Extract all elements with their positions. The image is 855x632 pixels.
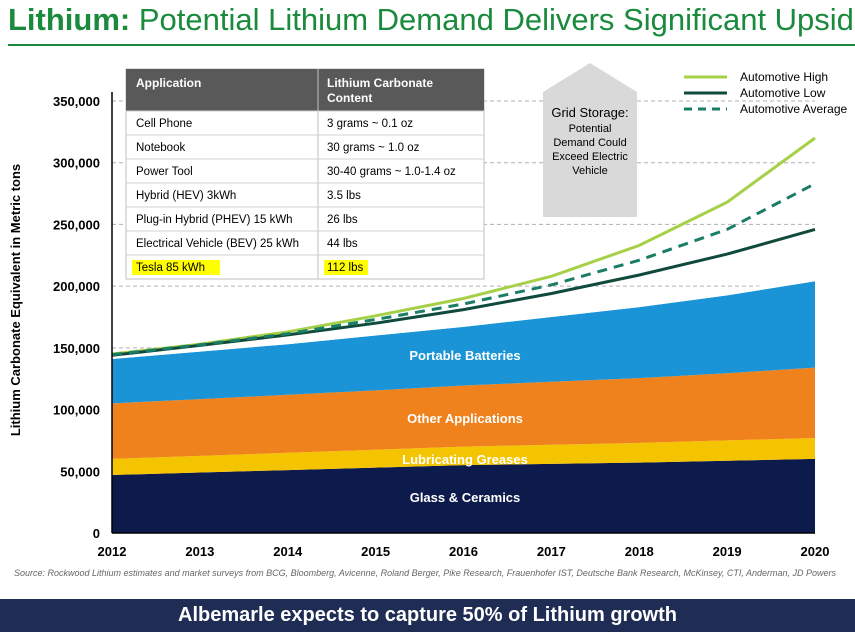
y-tick-label: 250,000 <box>53 217 100 232</box>
area-other-applications <box>112 367 815 459</box>
legend-label-automotive-average: Automotive Average <box>740 102 848 116</box>
x-tick-label: 2018 <box>625 544 654 559</box>
area-portable-batteries <box>112 281 815 404</box>
table-cell-application: Power Tool <box>136 166 193 178</box>
table-cell-application: Electrical Vehicle (BEV) 25 kWh <box>136 238 299 250</box>
bottom-banner: Albemarle expects to capture 50% of Lith… <box>0 599 855 632</box>
x-tick-label: 2014 <box>273 544 303 559</box>
area-automotive-base <box>112 278 815 359</box>
table-cell-content: 26 lbs <box>327 214 358 226</box>
table-cell-content: 30 grams ~ 1.0 oz <box>327 142 420 154</box>
line-automotive-high <box>111 136 816 356</box>
area-glass-ceramics <box>112 458 815 533</box>
source-note: Source: Rockwood Lithium estimates and m… <box>14 568 837 578</box>
title-rule <box>8 44 855 46</box>
table-header-application: Application <box>136 76 201 90</box>
table-header <box>126 69 484 111</box>
table-cell-application: Notebook <box>136 142 185 154</box>
legend-label-automotive-high: Automotive High <box>740 70 828 84</box>
table-header-content-line2: Content <box>327 91 372 105</box>
y-tick-label: 0 <box>93 526 100 541</box>
table-cell-content: 30-40 grams ~ 1.0-1.4 oz <box>327 166 456 178</box>
title-rest: Potential Lithium Demand Delivers Signif… <box>130 2 855 37</box>
y-tick-label: 100,000 <box>53 403 100 418</box>
table-cell-application: Tesla 85 kWh <box>136 262 205 274</box>
table-cell-application: Plug-in Hybrid (PHEV) 15 kWh <box>136 214 293 226</box>
callout-line: Demand Could <box>553 137 626 149</box>
callout-line: Potential <box>569 123 612 135</box>
area-label-other-applications: Other Applications <box>407 411 523 426</box>
highlight-content <box>324 260 368 275</box>
table-cell-application: Cell Phone <box>136 118 192 130</box>
table-cell-application: Hybrid (HEV) 3kWh <box>136 190 236 202</box>
area-label-portable-batteries: Portable Batteries <box>409 348 520 363</box>
lithium-demand-chart: 0 50,000 100,000 150,000 200,000 250,000 300,0… <box>8 63 848 559</box>
table-cell-content: 112 lbs <box>327 262 363 274</box>
x-tick-label: 2019 <box>713 544 742 559</box>
callout-line: Vehicle <box>572 165 607 177</box>
y-tick-label: 300,000 <box>53 156 100 171</box>
y-tick-label: 50,000 <box>60 464 100 479</box>
y-tick-label: 350,000 <box>53 94 100 109</box>
x-tick-label: 2015 <box>361 544 390 559</box>
area-label-glass-ceramics: Glass & Ceramics <box>410 490 521 505</box>
grid-storage-arrow <box>543 63 637 217</box>
y-axis-label: Lithium Carbonate Equivalent in Metric t… <box>8 164 23 436</box>
table-cell-content: 3 grams ~ 0.1 oz <box>327 118 413 130</box>
callout-line: Exceed Electric <box>552 151 628 163</box>
x-tick-label: 2012 <box>98 544 127 559</box>
x-tick-label: 2013 <box>185 544 214 559</box>
table-cell-content: 44 lbs <box>327 238 358 250</box>
table-header-content: Lithium Carbonate <box>327 76 433 90</box>
y-tick-label: 150,000 <box>53 341 100 356</box>
highlight-application <box>132 260 220 275</box>
line-automotive-average <box>111 182 816 357</box>
table-cell-content: 3.5 lbs <box>327 190 361 202</box>
line-automotive-low <box>111 227 816 357</box>
title-bold: Lithium: <box>8 2 131 37</box>
y-tick-label: 200,000 <box>53 279 100 294</box>
callout-title: Grid Storage: <box>551 105 628 120</box>
area-lubricating-greases <box>112 438 815 475</box>
x-tick-label: 2020 <box>801 544 830 559</box>
x-tick-label: 2016 <box>449 544 478 559</box>
legend-label-automotive-low: Automotive Low <box>740 86 826 100</box>
area-label-lubricating-greases: Lubricating Greases <box>402 452 528 467</box>
page-title: Lithium: Potential Lithium Demand Delive… <box>8 2 855 38</box>
x-tick-label: 2017 <box>537 544 566 559</box>
